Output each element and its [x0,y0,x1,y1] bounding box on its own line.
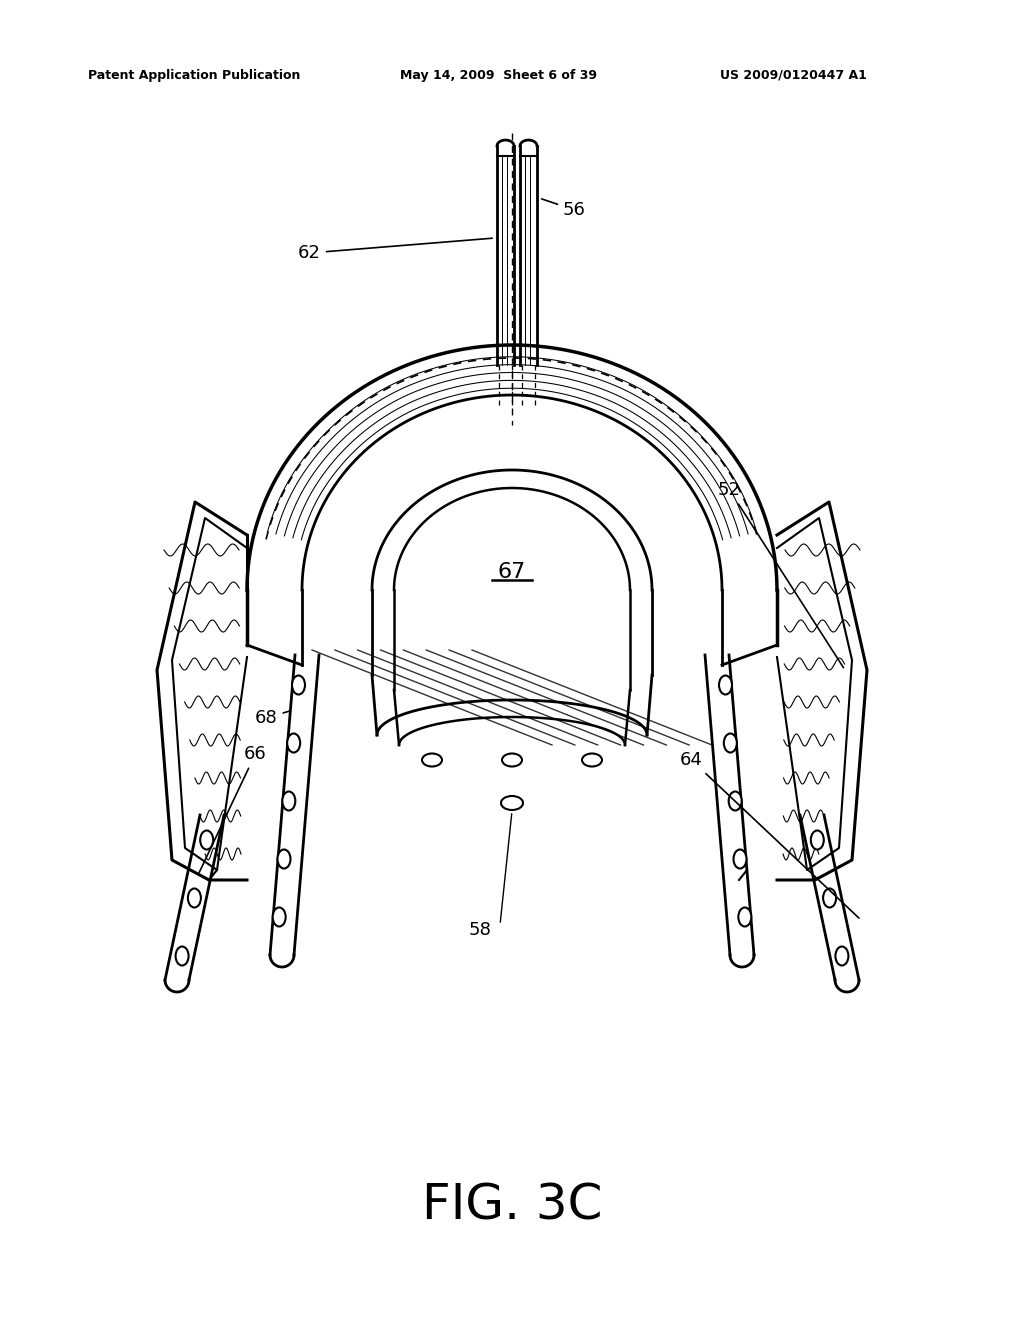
Text: US 2009/0120447 A1: US 2009/0120447 A1 [720,69,867,82]
Ellipse shape [187,888,201,908]
Text: FIG. 3C: FIG. 3C [422,1181,602,1229]
Ellipse shape [823,888,837,908]
Ellipse shape [719,676,732,694]
Ellipse shape [836,946,849,965]
Ellipse shape [811,830,823,850]
Ellipse shape [201,830,213,850]
Ellipse shape [729,792,741,810]
Ellipse shape [422,754,442,767]
Text: 52: 52 [718,480,844,668]
Text: May 14, 2009  Sheet 6 of 39: May 14, 2009 Sheet 6 of 39 [400,69,597,82]
Text: 56: 56 [542,199,586,219]
Text: 64: 64 [680,751,859,919]
Ellipse shape [292,676,305,694]
Ellipse shape [502,754,522,767]
Ellipse shape [287,734,300,752]
Ellipse shape [272,908,286,927]
Ellipse shape [733,850,746,869]
Ellipse shape [724,734,737,752]
Text: Patent Application Publication: Patent Application Publication [88,69,300,82]
Text: 66: 66 [200,744,266,873]
Ellipse shape [501,796,523,810]
Ellipse shape [278,850,291,869]
Ellipse shape [738,908,752,927]
Text: 62: 62 [298,238,493,261]
Text: 58: 58 [469,921,492,939]
Ellipse shape [582,754,602,767]
Text: 68: 68 [255,709,291,727]
Ellipse shape [175,946,188,965]
Text: 67: 67 [498,562,526,582]
Ellipse shape [283,792,295,810]
